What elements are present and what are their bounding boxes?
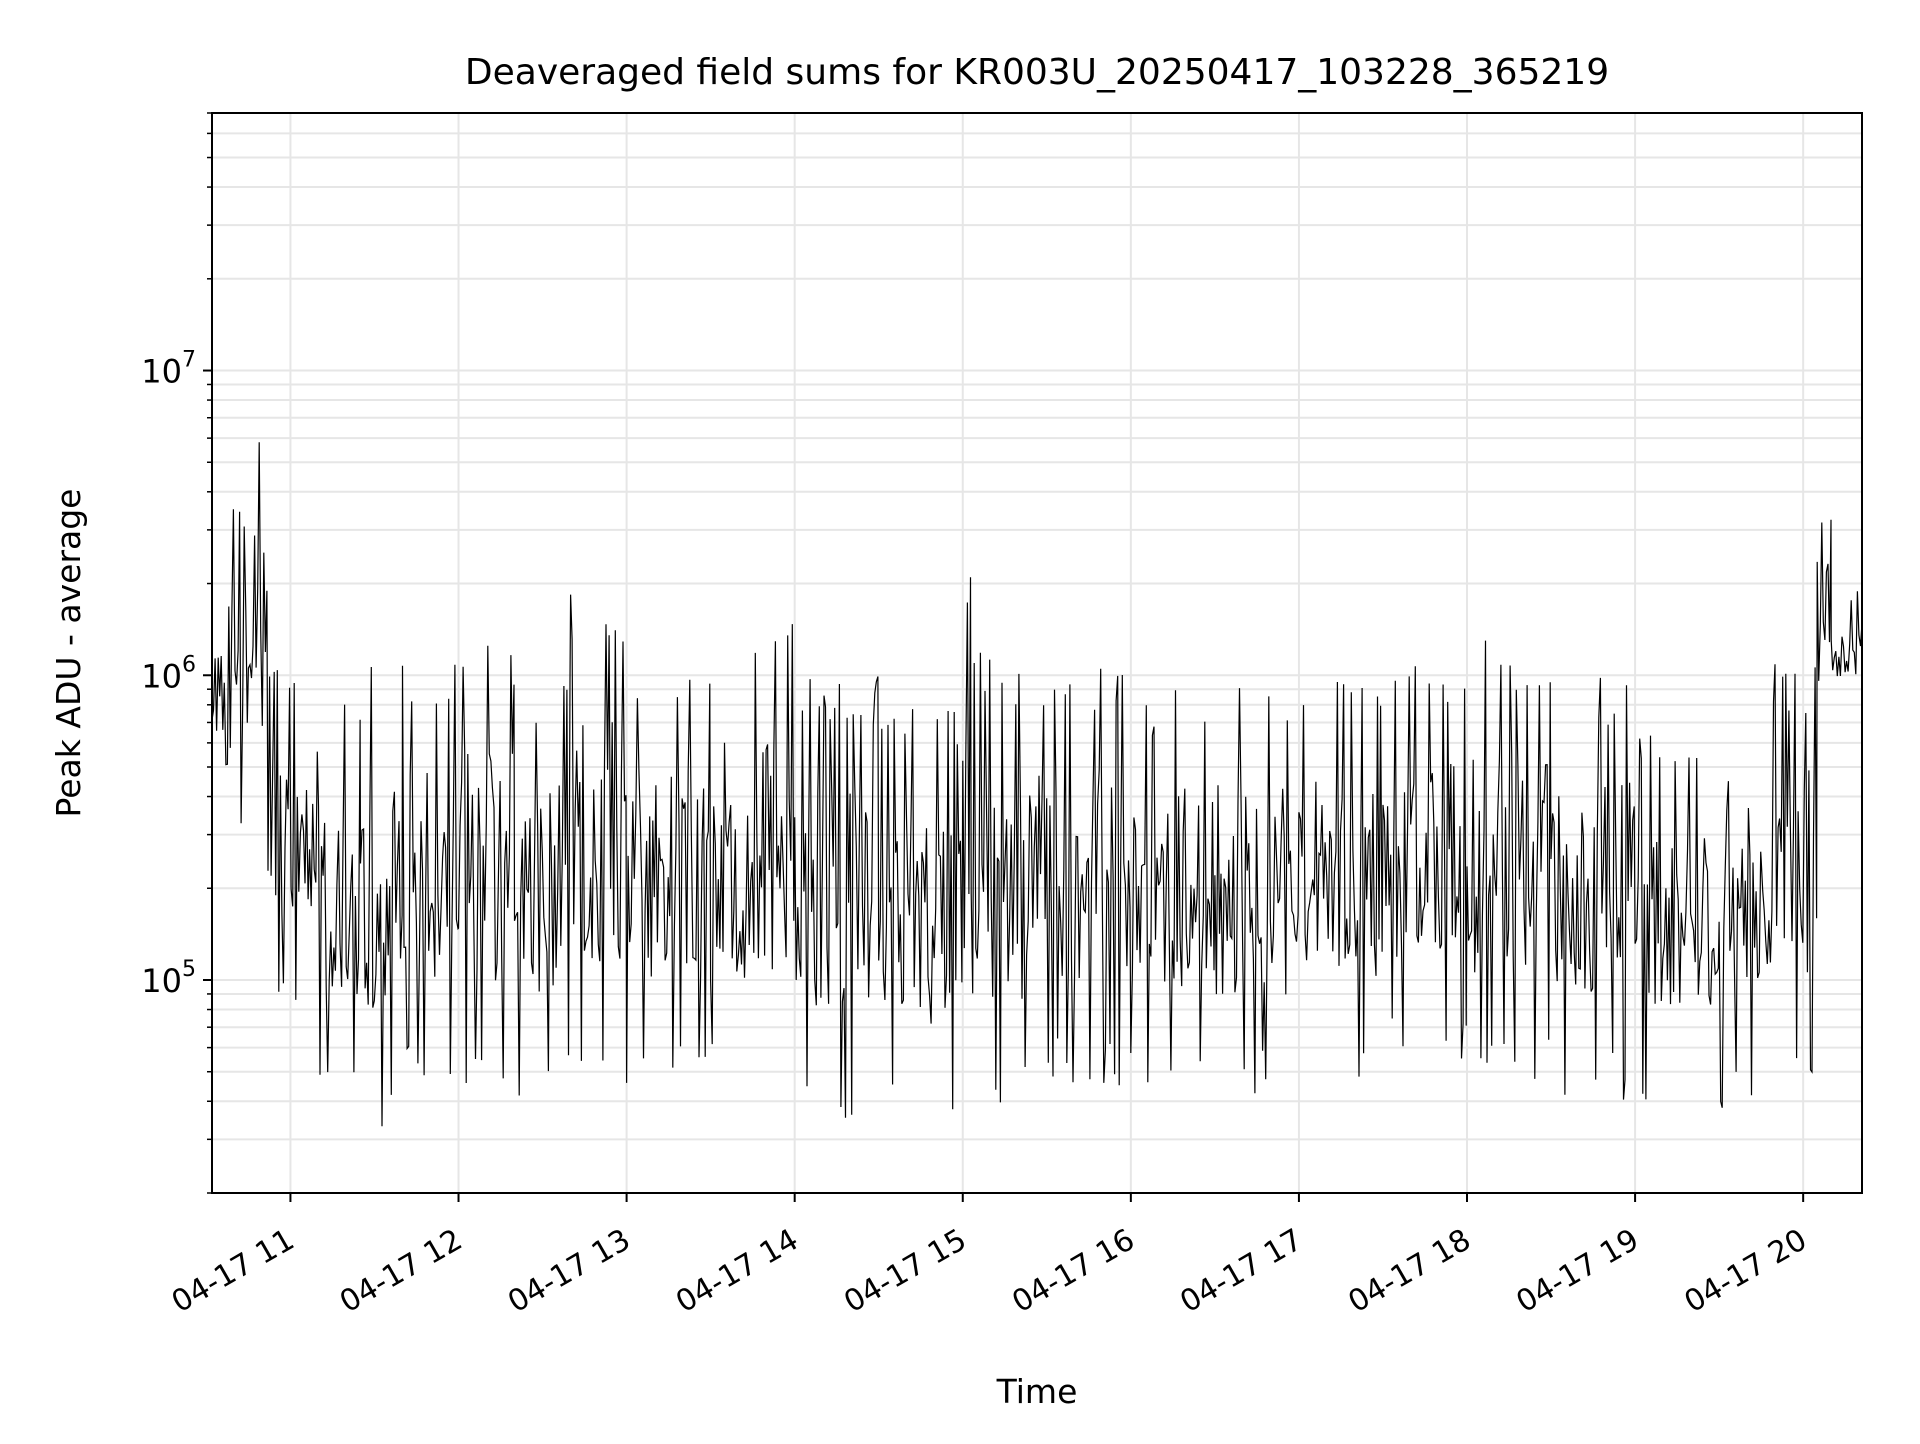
y-tick-base: 10 <box>141 962 182 1000</box>
plot-frame <box>211 112 1863 1194</box>
y-tick-base: 10 <box>141 353 182 391</box>
series-line <box>211 442 1863 1127</box>
y-tick-label: 105 <box>141 957 196 1000</box>
y-tick-exponent: 7 <box>182 348 196 373</box>
y-tick-exponent: 6 <box>182 652 196 677</box>
x-axis-label: Time <box>996 1372 1078 1411</box>
y-tick-base: 10 <box>141 657 182 695</box>
chart-title: Deaveraged field sums for KR003U_2025041… <box>465 52 1609 93</box>
y-tick-label: 106 <box>141 652 196 695</box>
y-tick-label: 107 <box>141 348 196 391</box>
y-tick-exponent: 5 <box>182 957 196 982</box>
data-series <box>211 442 1863 1127</box>
y-axis-label: Peak ADU - average <box>49 489 88 818</box>
